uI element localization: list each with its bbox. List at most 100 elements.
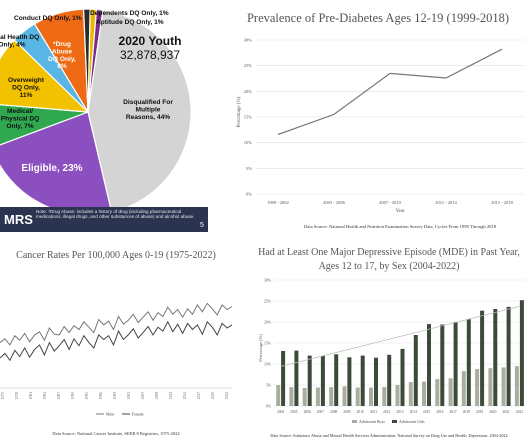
mde-bar <box>475 369 480 406</box>
page-number: 5 <box>200 222 204 229</box>
prediabetes-x-tick: 2007 - 2010 <box>379 200 401 205</box>
cancer-x-tick: 2008 <box>155 392 159 399</box>
mde-x-tick: 2019 <box>476 410 483 414</box>
cancer-x-tick: 1978 <box>15 392 19 399</box>
mde-x-tick: 2014 <box>410 410 417 414</box>
pie-slice-label: Disqualified For Multiple Reasons, 44% <box>123 99 173 121</box>
mde-bar <box>408 382 413 406</box>
mde-x-tick: 2016 <box>436 410 443 414</box>
prediabetes-chart-panel: Prevalence of Pre-Diabetes Ages 12-19 (1… <box>226 0 530 232</box>
mde-bar-chart: Had at Least One Major Depressive Episod… <box>258 247 526 439</box>
mde-x-tick: 2006 <box>304 410 311 414</box>
mde-bar <box>281 351 286 406</box>
mde-x-tick: 2020 <box>489 410 496 414</box>
prediabetes-ylabel: Percentage (%) <box>237 96 242 127</box>
mde-bar <box>466 319 471 406</box>
mde-bar <box>276 385 281 406</box>
cancer-x-tick: 2022 <box>225 392 229 399</box>
mde-bar <box>461 371 466 406</box>
cancer-legend-label: Female <box>132 412 144 417</box>
cancer-x-tick: 2014 <box>183 392 187 399</box>
mde-bar <box>307 355 312 406</box>
prediabetes-y-tick: 30% <box>244 38 253 43</box>
mde-bar <box>453 322 458 406</box>
mde-bar <box>435 379 440 406</box>
mde-bar <box>488 368 493 406</box>
pie-chart: MRS 5 2020 Youth 32,878,937 Disqualified… <box>0 8 208 232</box>
mde-bar <box>334 354 339 406</box>
mde-y-tick: 5% <box>266 383 272 387</box>
mde-bar <box>315 387 320 406</box>
cancer-source: Data Source: National Cancer Institute, … <box>52 431 179 437</box>
pie-slice <box>87 9 192 214</box>
prediabetes-x-tick: 1999 - 2002 <box>267 200 289 205</box>
prediabetes-xlabel: Year <box>395 209 405 214</box>
prediabetes-source: Data Source: National Health and Nutriti… <box>304 224 497 230</box>
mde-x-tick: 2013 <box>396 410 403 414</box>
cancer-x-tick: 2011 <box>169 392 173 399</box>
mde-x-tick: 2009 <box>343 410 350 414</box>
mde-bar <box>342 386 347 406</box>
cancer-x-tick: 1987 <box>57 392 61 399</box>
prediabetes-x-tick: 2003 - 2006 <box>323 200 345 205</box>
mde-x-tick: 2017 <box>450 410 457 414</box>
mde-y-tick: 25% <box>264 299 272 303</box>
pie-slice-label: Conduct DQ Only, 1% <box>14 15 82 22</box>
mde-legend-label: Adolescent Girls <box>399 420 425 424</box>
mde-bar <box>422 381 426 406</box>
mde-bar <box>506 306 511 406</box>
mde-title-line-1: Had at Least One Major Depressive Episod… <box>258 247 520 258</box>
mde-x-tick: 2007 <box>317 410 324 414</box>
mde-bar <box>427 324 431 406</box>
mde-x-tick: 2011 <box>370 410 377 414</box>
mde-ylabel: Percentage (%) <box>258 334 263 362</box>
mde-x-tick: 2015 <box>423 410 430 414</box>
prediabetes-y-tick: 15% <box>244 115 253 120</box>
pie-slice <box>0 39 90 113</box>
mde-x-tick: 2018 <box>463 410 470 414</box>
pie-title: 2020 Youth <box>119 34 182 48</box>
cancer-title: Cancer Rates Per 100,000 Ages 0-19 (1975… <box>16 250 216 261</box>
mde-bar <box>387 354 392 406</box>
mde-bar <box>400 348 405 406</box>
mde-x-tick: 2008 <box>330 410 337 414</box>
mde-y-tick: 0% <box>266 404 272 408</box>
pie-subtitle: 32,878,937 <box>120 48 180 62</box>
mde-source: Data Source: Substance Abuse and Mental … <box>270 433 507 439</box>
mde-x-tick: 2005 <box>290 410 297 414</box>
mde-bar <box>519 300 524 406</box>
mde-bar <box>360 355 365 406</box>
mde-y-tick: 10% <box>264 362 272 366</box>
cancer-legend-label: Male <box>106 412 114 417</box>
cancer-chart-panel: Cancer Rates Per 100,000 Ages 0-19 (1975… <box>0 238 238 442</box>
mde-x-tick: 2010 <box>357 410 364 414</box>
mde-bar <box>347 357 352 406</box>
mde-x-tick: 2022 <box>516 410 523 414</box>
cancer-series-line <box>0 320 233 362</box>
prediabetes-y-tick: 10% <box>244 140 253 145</box>
cancer-series-line <box>0 302 233 346</box>
footer-band <box>0 207 208 232</box>
mde-y-tick: 30% <box>264 278 272 282</box>
prediabetes-series-line <box>277 48 503 136</box>
pie-slice-label: Overweight DQ Only, 11% <box>8 77 45 99</box>
mde-bar <box>440 324 445 406</box>
mde-title-line-2: Ages 12 to 17, by Sex (2004-2022) <box>319 261 460 272</box>
prediabetes-y-tick: 5% <box>246 166 252 171</box>
pie-slice-label: Dependents DQ Only, 1% <box>90 10 169 17</box>
cancer-x-tick: 2017 <box>197 392 201 399</box>
cancer-x-tick: 1975 <box>1 392 5 399</box>
cancer-x-tick: 2005 <box>141 392 145 399</box>
pie-slice-label: *Drug Abuse DQ Only, 8% <box>48 41 76 70</box>
mde-y-tick: 15% <box>264 341 272 345</box>
prediabetes-y-tick: 0% <box>246 192 252 197</box>
mde-x-tick: 2012 <box>383 410 390 414</box>
prediabetes-x-tick: 2015 - 2018 <box>491 200 513 205</box>
mde-bar <box>395 385 400 406</box>
mde-bar <box>382 387 387 406</box>
mde-bar <box>302 387 307 406</box>
cancer-x-tick: 1999 <box>113 392 117 399</box>
pie-footnote: Note: *Drug Abuse: includes a history of… <box>36 209 195 220</box>
cancer-x-tick: 2020 <box>211 392 215 399</box>
